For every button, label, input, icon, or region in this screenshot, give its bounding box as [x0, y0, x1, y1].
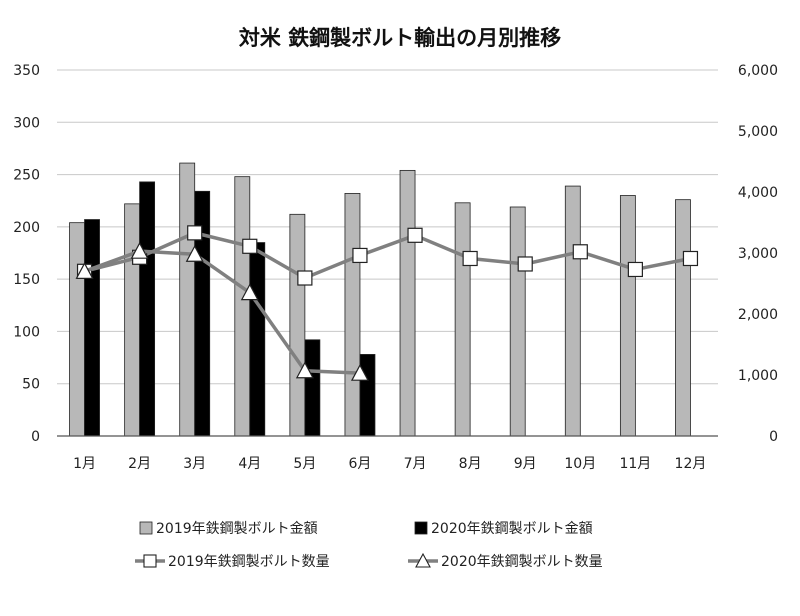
- point-2020-quantity: [240, 283, 259, 301]
- series-line-2019-quantity: [84, 231, 691, 280]
- point-2020-quantity: [130, 241, 149, 259]
- legend-label: 2019年鉄鋼製ボルト数量: [168, 554, 330, 570]
- y-left-tick-label: 250: [13, 168, 40, 184]
- bar-2020-amount: [84, 219, 100, 437]
- legend-item: 2019年鉄鋼製ボルト金額: [139, 521, 318, 537]
- point-2019-quantity: [187, 225, 203, 241]
- y-left-tick-label: 100: [13, 324, 40, 340]
- point-2019-quantity: [462, 250, 478, 267]
- bar-2019-amount: [69, 222, 85, 437]
- legend-label: 2019年鉄鋼製ボルト金額: [156, 521, 318, 537]
- bar-2019-amount: [289, 213, 306, 437]
- point-2019-quantity: [297, 270, 313, 286]
- bar-2019-amount: [564, 185, 581, 437]
- y-left-tick-label: 350: [13, 63, 40, 79]
- y-left-tick-label: 300: [13, 115, 40, 131]
- x-tick-label: 11月: [619, 456, 651, 472]
- point-2019-quantity: [517, 256, 533, 272]
- x-tick-label: 7月: [404, 456, 427, 472]
- point-2019-quantity: [572, 244, 588, 260]
- x-tick-label: 10月: [564, 456, 596, 472]
- y-right-tick-label: 1,000: [738, 368, 778, 384]
- bar-2019-amount: [454, 202, 471, 437]
- x-tick-label: 4月: [238, 456, 261, 472]
- x-tick-label: 2月: [128, 456, 151, 472]
- point-2019-quantity: [682, 250, 699, 267]
- bars: [69, 162, 691, 437]
- x-tick-label: 12月: [675, 456, 707, 472]
- bar-2019-amount: [124, 203, 141, 437]
- point-2019-quantity: [627, 261, 643, 278]
- x-tick-label: 6月: [348, 456, 371, 472]
- legend-swatch: [139, 521, 153, 535]
- y-left-tick-label: 0: [31, 429, 40, 445]
- x-tick-label: 8月: [459, 456, 482, 472]
- chart-title: 対米 鉄鋼製ボルト輸出の月別推移: [239, 26, 561, 50]
- y-right-tick-label: 4,000: [738, 185, 778, 201]
- legend-marker-square: [143, 554, 157, 568]
- y-right-tick-label: 6,000: [738, 63, 778, 79]
- gridlines: [57, 69, 718, 385]
- bar-2020-amount: [304, 339, 321, 437]
- bar-2019-amount: [344, 192, 361, 437]
- legend-label: 2020年鉄鋼製ボルト金額: [431, 521, 593, 537]
- point-2020-quantity: [185, 244, 204, 262]
- bar-2019-amount: [619, 195, 636, 437]
- point-2019-quantity: [242, 238, 258, 254]
- x-tick-label: 5月: [293, 456, 316, 472]
- bar-2019-amount: [675, 199, 691, 437]
- bar-2020-amount: [249, 242, 266, 437]
- legend-item: 2019年鉄鋼製ボルト数量: [135, 554, 330, 570]
- legend-label: 2020年鉄鋼製ボルト数量: [441, 554, 603, 570]
- y-right-tick-label: 5,000: [738, 124, 778, 140]
- y-left-tick-label: 150: [13, 272, 40, 288]
- bar-2020-amount: [139, 181, 156, 437]
- bar-2019-amount: [399, 169, 416, 437]
- legend: 2019年鉄鋼製ボルト金額 2020年鉄鋼製ボルト金額 2019年鉄鋼製ボルト数量 2…: [135, 521, 603, 570]
- point-2020-quantity: [350, 363, 369, 381]
- bar-2020-amount: [359, 354, 376, 437]
- legend-item: 2020年鉄鋼製ボルト数量: [408, 552, 603, 570]
- point-2020-quantity: [295, 361, 314, 379]
- legend-item: 2020年鉄鋼製ボルト金額: [414, 521, 593, 537]
- x-tick-label: 3月: [183, 456, 206, 472]
- legend-swatch: [414, 521, 428, 535]
- point-2019-quantity: [352, 247, 368, 264]
- bar-2019-amount: [509, 206, 526, 437]
- x-tick-label: 9月: [514, 456, 537, 472]
- point-2020-quantity: [75, 262, 94, 279]
- axes: 0 50 100 150 200 250 300 350 0 1,000 2,000 3,000 4,0…: [13, 63, 778, 472]
- y-right-tick-label: 3,000: [738, 246, 778, 262]
- legend-marker-triangle: [415, 552, 431, 568]
- point-2019-quantity: [407, 227, 423, 243]
- y-left-tick-label: 200: [13, 220, 40, 236]
- y-right-tick-label: 2,000: [738, 307, 778, 323]
- x-tick-label: 1月: [73, 456, 96, 472]
- bar-2019-amount: [234, 176, 251, 437]
- y-right-tick-label: 0: [769, 429, 778, 445]
- series-line-2020-quantity: [83, 249, 361, 375]
- lines: [75, 225, 699, 381]
- y-left-tick-label: 50: [22, 377, 40, 393]
- bar-2019-amount: [179, 162, 196, 437]
